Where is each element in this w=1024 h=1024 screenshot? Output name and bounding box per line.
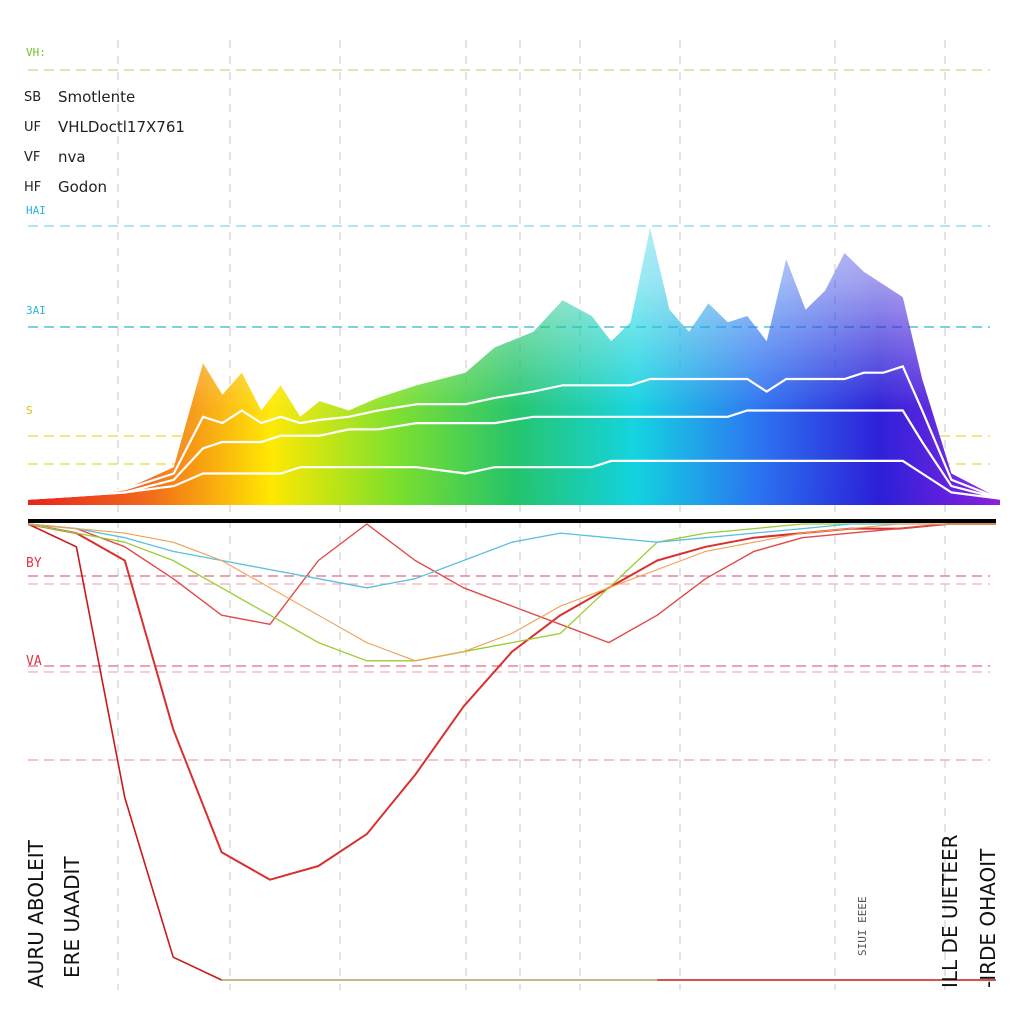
side-label-right-outer: -IRDE OHAOIT xyxy=(976,848,1000,988)
side-label-left-inner: ERE UAADIT xyxy=(60,856,84,978)
line-series-group xyxy=(27,523,996,981)
bottom-panel-tag: VA xyxy=(26,654,42,669)
area-series-outline xyxy=(27,409,1001,500)
line-series xyxy=(27,523,996,589)
line-series xyxy=(27,523,996,644)
legend-code: VF xyxy=(24,149,41,165)
legend-item: HF Godon xyxy=(24,172,185,202)
side-label-left-outer: AURU ABOLEIT xyxy=(24,840,48,988)
legend-code: HF xyxy=(24,179,42,195)
legend-code: UF xyxy=(24,119,41,135)
top-panel-tag: 3AI xyxy=(26,304,46,317)
area-series-outline xyxy=(27,459,1001,500)
line-series xyxy=(27,523,996,662)
line-series xyxy=(27,523,996,662)
side-label-right-inner: ILL DE UIETEER xyxy=(938,834,962,989)
area-series-outline xyxy=(27,365,1001,500)
line-series xyxy=(27,523,996,981)
area-outline-group xyxy=(27,365,1001,500)
legend: SB Smotlente UF VHLDoctl17X761 VF nva HF God… xyxy=(24,82,185,202)
legend-label: nva xyxy=(58,148,86,166)
line-series xyxy=(27,523,996,881)
side-label-right-small: SIUI EEEE xyxy=(856,896,869,956)
area-series-group xyxy=(28,227,1000,506)
legend-item: UF VHLDoctl17X761 xyxy=(24,112,185,142)
legend-label: VHLDoctl17X761 xyxy=(58,118,185,136)
legend-label: Godon xyxy=(58,178,108,196)
legend-label: Smotlente xyxy=(58,88,136,106)
top-panel-tag: S xyxy=(26,404,33,417)
top-panel-tag: HAI xyxy=(26,204,46,217)
legend-item: VF nva xyxy=(24,142,185,172)
bottom-panel-tag: BY xyxy=(26,556,42,571)
legend-code: SB xyxy=(24,89,42,105)
legend-item: SB Smotlente xyxy=(24,82,185,112)
grid-lines xyxy=(28,40,990,990)
legend-header: VH: xyxy=(26,46,46,59)
area-baseline-band xyxy=(28,492,1000,505)
